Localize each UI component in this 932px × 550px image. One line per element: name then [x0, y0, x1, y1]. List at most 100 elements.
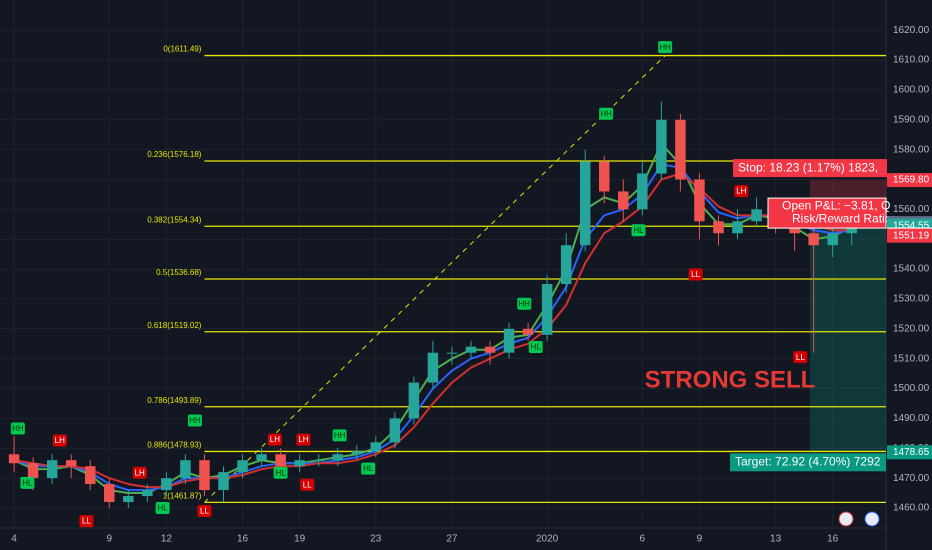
candle-body [332, 454, 343, 461]
plot-area: 0(1611.49) 0.236(1576.18) 0.382(1554.34) 0.… [0, 0, 886, 528]
y-tick-label: 1580.00 [893, 144, 930, 155]
fib-label: 0(1611.49) [163, 45, 201, 54]
pivot-label: HL [275, 468, 286, 477]
x-tick-label: 2020 [536, 534, 559, 545]
annotation: STRONG SELL [645, 366, 816, 393]
pivot-badge [688, 268, 703, 281]
stop-tag-label: 1569.80 [893, 175, 930, 186]
candle-body [161, 478, 172, 491]
candle-body [541, 284, 553, 335]
candle-body [846, 224, 857, 234]
y-tick-label: 1600.00 [893, 85, 930, 96]
pivot-badge [155, 501, 170, 514]
y-tick-label: 1540.00 [893, 264, 930, 275]
pivot-label: HH [189, 416, 201, 425]
pivot-label: HL [157, 504, 168, 513]
pivot-badge [658, 41, 673, 54]
pivot-badge [197, 504, 212, 517]
pivot-label: LL [691, 270, 700, 279]
pivot-badge [300, 478, 315, 491]
y-tick-label: 1610.00 [893, 55, 930, 66]
pivot-label: HH [659, 43, 671, 52]
pivot-badge [517, 297, 532, 310]
moving-average [13, 172, 852, 489]
pivot-label: LH [270, 435, 280, 444]
pivot-label: HH [600, 109, 612, 118]
candle-body [8, 454, 20, 464]
y-tick-label: 1590.00 [893, 114, 930, 125]
x-tick-label: 9 [697, 534, 703, 545]
candle-body [313, 460, 324, 462]
candle-body [446, 352, 458, 354]
fib-label: 0.5(1536.68) [156, 268, 202, 277]
moving-average [13, 163, 852, 492]
pivot-badge [52, 434, 67, 447]
candle-body [637, 173, 648, 210]
candle-body [294, 460, 305, 467]
y-tick-label: 1460.00 [893, 503, 930, 514]
fib-label: 0.382(1554.34) [147, 215, 202, 224]
candle-body [732, 221, 743, 234]
pivot-label: HL [531, 343, 542, 352]
candle-body [579, 161, 591, 246]
pivot-badge [79, 515, 94, 528]
target-zone [809, 228, 886, 453]
candle-body [713, 221, 724, 234]
rr-text: Risk/Reward Ratio: [792, 211, 895, 225]
pivot-label: LH [736, 187, 746, 196]
candle-body [275, 454, 286, 467]
fib-label: 0.618(1519.02) [147, 321, 202, 330]
pivot-badge [273, 466, 288, 479]
y-tick-label: 1560.00 [893, 204, 930, 215]
candle-body [751, 209, 762, 222]
pivot-label: LL [303, 480, 312, 489]
x-tick-label: 16 [827, 534, 839, 545]
candle-body [827, 233, 838, 246]
fib-label: 0.886(1478.93) [147, 441, 202, 450]
pnl-text: Open P&L: −3.81, Q [782, 198, 890, 212]
x-tick-label: 19 [294, 534, 306, 545]
pivot-label: LL [82, 517, 91, 526]
y-tick-label: 1470.00 [893, 473, 930, 484]
pivot-badge [187, 414, 202, 427]
pivot-badge [599, 107, 614, 120]
fib-label: 1(1461.87) [163, 492, 202, 501]
candle-body [199, 460, 210, 491]
candle-body [351, 451, 362, 455]
candle-body [808, 233, 819, 246]
candle-body [675, 119, 686, 180]
pivot-badge [528, 341, 543, 354]
candle-body [142, 490, 153, 497]
pivot-badge [631, 224, 646, 237]
pivot-label: LH [55, 436, 65, 445]
pivot-label: HL [633, 226, 644, 235]
candle-body [27, 463, 39, 479]
y-tick-label: 1520.00 [893, 323, 930, 334]
x-tick-label: 13 [770, 534, 782, 545]
candle-body [256, 454, 267, 461]
pnl-box [767, 197, 887, 229]
fib-label: 0.236(1576.18) [147, 150, 202, 159]
pivot-label: HH [519, 299, 531, 308]
pivot-badge [296, 433, 311, 446]
target-text: Target: 72.92 (4.70%) 7292 [735, 454, 881, 468]
x-tick-label: 12 [161, 534, 173, 545]
pivot-badge [361, 462, 376, 475]
stop-text-box [733, 159, 887, 178]
pivot-label: HL [363, 464, 374, 473]
candle-body [465, 346, 477, 353]
pivot-badge [132, 466, 147, 479]
target-tag-label: 1478.65 [893, 447, 930, 458]
icon[interactable] [864, 511, 880, 527]
price-tag-label: 1551.19 [893, 230, 930, 241]
y-tick-label: 1620.00 [893, 25, 930, 36]
candle-body [408, 382, 420, 419]
candle-body [123, 496, 134, 503]
pivot-badge [734, 185, 749, 198]
candle-body [694, 179, 705, 222]
candle-body [389, 418, 401, 443]
icon[interactable] [838, 511, 854, 527]
pivot-label: LH [135, 468, 145, 477]
x-tick-label: 4 [11, 534, 17, 545]
